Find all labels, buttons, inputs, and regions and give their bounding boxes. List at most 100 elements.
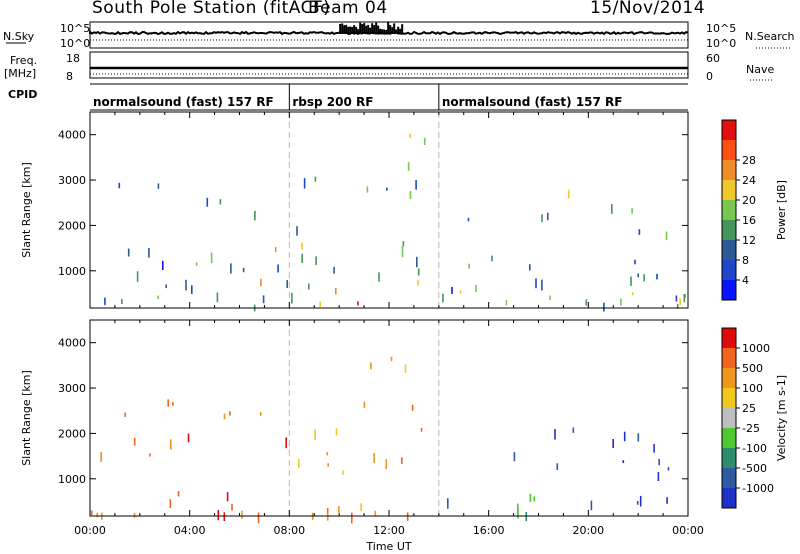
data-cell: [637, 273, 639, 278]
nsky-spike: [385, 29, 388, 34]
nsky-spike: [339, 23, 342, 34]
data-cell: [254, 210, 256, 221]
colorbar-tick-label: 28: [742, 154, 756, 167]
nsky-spike: [357, 29, 360, 34]
data-cell: [567, 189, 570, 199]
nsky-spike: [375, 22, 378, 34]
data-cell: [549, 295, 551, 300]
y-tick-label: 4000: [58, 129, 86, 142]
data-cell: [585, 299, 588, 306]
data-cell: [326, 513, 329, 521]
data-cell: [338, 506, 340, 513]
nsky-spike: [377, 25, 380, 34]
data-cell: [415, 180, 417, 190]
data-cell: [386, 187, 388, 191]
data-cell: [326, 508, 329, 516]
colorbar-label: Velocity [m s-1]: [775, 375, 788, 461]
data-cell: [417, 280, 419, 286]
x-tick-label: 16:00: [473, 524, 505, 537]
data-cell: [653, 444, 655, 453]
data-cell: [374, 510, 377, 517]
colorbar-swatch: [722, 328, 736, 348]
data-cell: [241, 510, 243, 519]
colorbar-swatch: [722, 240, 736, 260]
data-cell: [206, 197, 209, 207]
data-cell: [291, 292, 293, 304]
x-tick-label: 00:00: [672, 524, 704, 537]
nsky-spike: [369, 27, 372, 34]
data-cell: [554, 429, 556, 440]
cpid-segment-label: normalsound (fast) 157 RF: [93, 95, 274, 109]
panel-frame: [89, 319, 689, 517]
data-cell: [162, 260, 164, 270]
data-cell: [296, 226, 298, 236]
data-cell: [342, 470, 344, 475]
colorbar-swatch: [722, 448, 736, 468]
data-cell: [301, 242, 303, 250]
data-cell: [133, 512, 136, 518]
colorbar-tick-label: 20: [742, 194, 756, 207]
colorbar-swatch: [722, 348, 736, 368]
data-cell: [547, 212, 549, 221]
data-cell: [121, 298, 123, 304]
data-cell: [327, 463, 329, 467]
data-cell: [157, 295, 159, 299]
data-cell: [631, 292, 634, 296]
nsky-spike: [373, 25, 376, 34]
data-cell: [409, 133, 411, 138]
data-cell: [611, 204, 613, 214]
station-title: South Pole Station (fitACF): [92, 0, 331, 18]
data-cell: [298, 458, 300, 468]
y-tick-label: 3000: [58, 382, 86, 395]
colorbar-tick-label: -1000: [742, 482, 774, 495]
colorbar-swatch: [722, 368, 736, 388]
data-cell: [411, 404, 414, 411]
data-cell: [533, 496, 536, 502]
nave-tick-bottom: 0: [706, 70, 713, 83]
colorbar-swatch: [722, 468, 736, 488]
x-tick-label: 04:00: [174, 524, 206, 537]
data-cell: [315, 256, 317, 266]
colorbar-swatch: [722, 120, 736, 140]
data-cell: [314, 176, 317, 182]
data-cell: [612, 439, 614, 448]
data-cell: [360, 503, 362, 511]
data-cell: [556, 463, 559, 470]
data-cell: [676, 304, 679, 309]
data-cell: [351, 512, 353, 524]
data-cell: [223, 512, 226, 521]
nsky-spike: [397, 26, 400, 34]
colorbar-tick-label: 16: [742, 214, 756, 227]
data-cell: [96, 512, 98, 518]
data-cell: [373, 453, 375, 464]
colorbar-swatch: [722, 140, 736, 160]
y-tick-label: 2000: [58, 219, 86, 232]
colorbar-tick-label: -25: [742, 422, 760, 435]
data-cell: [217, 510, 220, 521]
data-cell: [467, 217, 470, 222]
data-cell: [370, 362, 372, 370]
data-cell: [541, 279, 543, 291]
colorbar-tick-label: 24: [742, 174, 756, 187]
data-cell: [177, 491, 180, 497]
colorbar-swatch: [722, 280, 736, 300]
colorbar-label: Power [dB]: [775, 180, 788, 240]
data-cell: [335, 287, 337, 295]
y-tick-label: 3000: [58, 174, 86, 187]
data-cell: [513, 452, 516, 462]
data-cell: [157, 183, 160, 189]
data-cell: [603, 302, 605, 312]
y-tick-label: 1000: [58, 265, 86, 278]
x-tick-label: 08:00: [273, 524, 305, 537]
colorbar-tick-label: 500: [742, 362, 763, 375]
data-cell: [260, 278, 262, 287]
colorbar-swatch: [722, 388, 736, 408]
y-axis-label: Slant Range [km]: [20, 370, 33, 466]
colorbar-swatch: [722, 180, 736, 200]
data-cell: [149, 453, 151, 457]
data-cell: [172, 402, 174, 406]
data-cell: [634, 259, 636, 265]
colorbar-swatch: [722, 160, 736, 180]
y-tick-label: 2000: [58, 427, 86, 440]
nsearch-label: N.Search: [745, 30, 795, 43]
